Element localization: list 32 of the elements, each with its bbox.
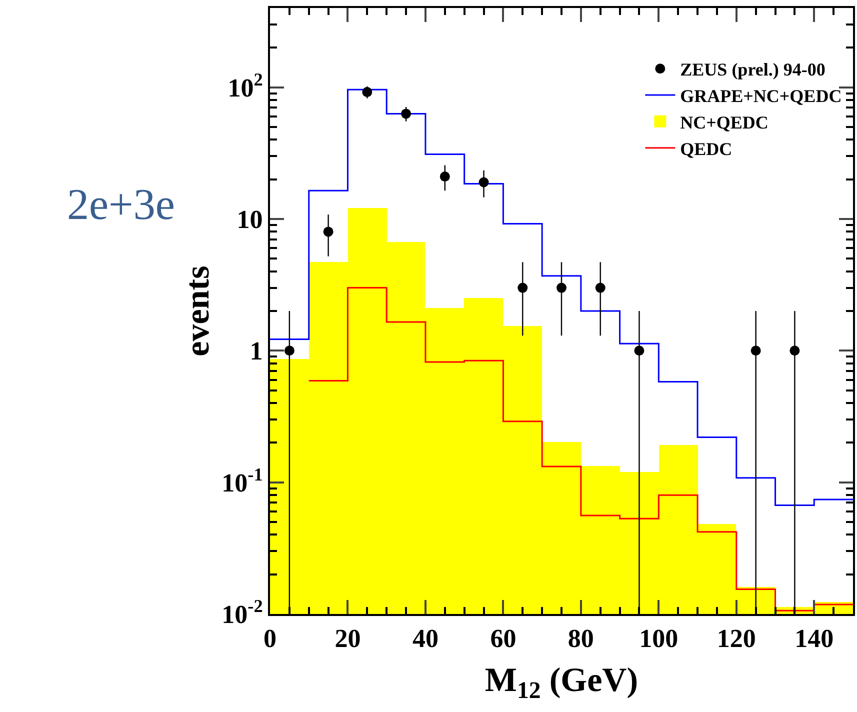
x-axis-title: M$_{12}$ (GeV) [484, 662, 638, 704]
x-tick-label: 120 [716, 624, 756, 654]
point [556, 282, 566, 293]
point [750, 346, 761, 356]
point [634, 346, 644, 356]
y-tick-label: 10$^{2}$ [228, 69, 263, 102]
legend-label: GRAPE+NC+QEDC [680, 86, 842, 106]
x-tick-label: 0 [264, 624, 276, 654]
x-tick-label: 100 [639, 624, 678, 654]
point [362, 87, 372, 98]
legend-label: ZEUS (prel.) 94-00 [680, 60, 826, 80]
point [440, 172, 450, 182]
point [595, 282, 606, 293]
point [518, 282, 528, 293]
y-tick-label: 10$^{-2}$ [222, 596, 263, 630]
x-tick-label: 40 [412, 624, 438, 654]
point [323, 226, 334, 237]
point [401, 108, 412, 119]
y-tick-label: 1 [250, 336, 263, 366]
point [478, 177, 489, 188]
y-tick-label: 10 [236, 205, 263, 234]
text: 2e+3e [67, 180, 175, 229]
legend-label: QEDC [680, 138, 732, 159]
y-axis-title: events [180, 266, 217, 356]
legend-label: NC+QEDC [680, 112, 768, 132]
point [284, 346, 294, 356]
x-tick-label: 140 [794, 624, 834, 654]
x-tick-label: 60 [490, 624, 516, 654]
x-tick-label: 80 [568, 624, 594, 654]
x-tick-label: 20 [334, 624, 361, 654]
point [790, 346, 800, 356]
y-tick-label: 10$^{-1}$ [222, 464, 263, 498]
